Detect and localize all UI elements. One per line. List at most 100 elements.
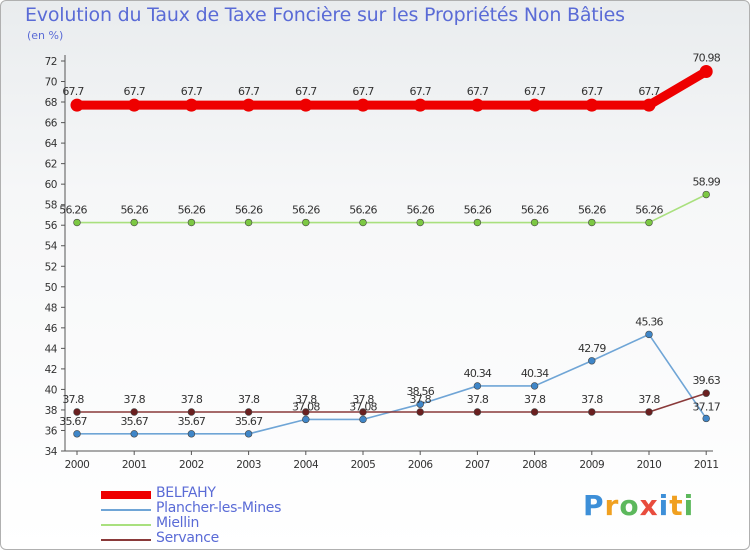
data-point xyxy=(130,430,138,438)
series-line-plancher-les-mines xyxy=(76,333,708,435)
x-tick-label: 2002 xyxy=(179,459,204,471)
data-point xyxy=(130,408,138,416)
data-label: 37.8 xyxy=(295,393,317,406)
data-label: 56.26 xyxy=(406,204,434,217)
data-point xyxy=(302,415,310,424)
data-label: 56.26 xyxy=(59,204,87,217)
series-line-belfahy xyxy=(72,66,711,110)
y-tick-label: 38 xyxy=(45,405,57,417)
data-label: 38.56 xyxy=(406,385,434,398)
data-label: 70.98 xyxy=(692,51,720,64)
data-point xyxy=(702,190,710,199)
data-label: 56.26 xyxy=(292,204,320,217)
x-tick-label: 2005 xyxy=(351,459,376,471)
series-line-miellin xyxy=(76,193,708,224)
legend-label: BELFAHY xyxy=(156,485,216,501)
data-point xyxy=(416,400,424,408)
data-point xyxy=(187,218,196,227)
y-tick-label: 58 xyxy=(45,200,57,212)
data-label: 56.26 xyxy=(178,204,206,217)
y-tick-label: 50 xyxy=(45,282,57,294)
data-point xyxy=(702,389,710,397)
proxiti-logo: Proxiti xyxy=(583,489,694,522)
y-tick-label: 52 xyxy=(45,261,57,273)
y-tick-label: 54 xyxy=(45,241,58,253)
data-label: 56.26 xyxy=(578,204,606,217)
data-label: 67.7 xyxy=(467,85,489,98)
data-point xyxy=(359,218,367,227)
data-point xyxy=(470,98,484,112)
data-point xyxy=(642,98,656,112)
x-tick-label: 2000 xyxy=(65,459,90,471)
y-tick-label: 68 xyxy=(45,97,57,109)
data-point xyxy=(702,414,710,423)
data-label: 39.63 xyxy=(692,374,720,387)
data-label: 37.8 xyxy=(352,393,374,406)
x-tick-label: 2001 xyxy=(122,459,147,471)
legend-item-belfahy: BELFAHY xyxy=(101,485,361,502)
data-label: 67.7 xyxy=(181,85,203,98)
data-point xyxy=(645,408,653,416)
data-point xyxy=(699,64,713,78)
x-tick-label: 2004 xyxy=(293,459,319,471)
data-point xyxy=(359,415,367,424)
data-label: 37.8 xyxy=(62,393,84,406)
y-tick-label: 42 xyxy=(45,364,57,376)
data-label: 56.26 xyxy=(464,204,492,217)
data-label: 56.26 xyxy=(120,204,148,217)
y-tick-label: 56 xyxy=(45,220,58,232)
data-point xyxy=(244,408,253,416)
data-label: 37.8 xyxy=(467,393,489,406)
legend-swatch xyxy=(101,539,151,541)
legend-item-plancher-les-mines: Plancher-les-Mines xyxy=(101,500,361,517)
data-label: 35.67 xyxy=(59,415,87,428)
legend: BELFAHY Plancher-les-Mines Miellin Serva… xyxy=(101,485,361,547)
data-label: 35.67 xyxy=(178,415,206,428)
y-tick-label: 64 xyxy=(45,138,58,150)
data-label: 58.99 xyxy=(692,176,720,189)
data-point xyxy=(299,98,313,112)
x-tick-label: 2010 xyxy=(637,459,662,471)
data-point xyxy=(473,218,482,227)
data-label: 37.08 xyxy=(292,400,320,413)
legend-swatch xyxy=(101,509,151,511)
logo-letter: i xyxy=(683,489,695,522)
data-label: 67.7 xyxy=(124,85,146,98)
data-point xyxy=(244,218,253,227)
data-point xyxy=(530,382,539,390)
data-point xyxy=(588,357,596,365)
data-label: 35.67 xyxy=(235,415,263,428)
data-point xyxy=(127,98,141,112)
x-tick-label: 2008 xyxy=(522,459,547,471)
data-label: 37.17 xyxy=(692,400,720,413)
y-tick-label: 34 xyxy=(45,446,58,458)
data-point xyxy=(73,430,81,438)
x-tick-label: 2006 xyxy=(408,459,434,471)
data-point xyxy=(588,408,596,416)
data-label: 37.8 xyxy=(524,393,546,406)
y-tick-label: 40 xyxy=(45,384,57,396)
legend-label: Miellin xyxy=(156,515,200,531)
chart-title: Evolution du Taux de Taxe Foncière sur l… xyxy=(25,4,625,26)
legend-item-servance: Servance xyxy=(101,530,361,547)
x-tick-label: 2007 xyxy=(465,459,490,471)
data-point xyxy=(416,218,424,227)
y-tick-label: 46 xyxy=(45,323,58,335)
data-label: 45.36 xyxy=(635,315,663,328)
logo-letter: t xyxy=(669,489,684,522)
y-tick-label: 44 xyxy=(45,343,58,355)
data-label: 37.8 xyxy=(181,393,203,406)
data-point xyxy=(473,382,482,390)
legend-item-miellin: Miellin xyxy=(101,515,361,532)
data-point xyxy=(588,218,596,227)
legend-label: Servance xyxy=(156,530,219,546)
data-label: 37.8 xyxy=(638,393,660,406)
data-point xyxy=(645,218,653,227)
legend-swatch xyxy=(101,524,151,526)
data-label: 67.7 xyxy=(410,85,432,98)
data-point xyxy=(413,98,427,112)
y-tick-label: 66 xyxy=(45,118,58,130)
data-point xyxy=(73,408,81,416)
data-label: 67.7 xyxy=(524,85,546,98)
